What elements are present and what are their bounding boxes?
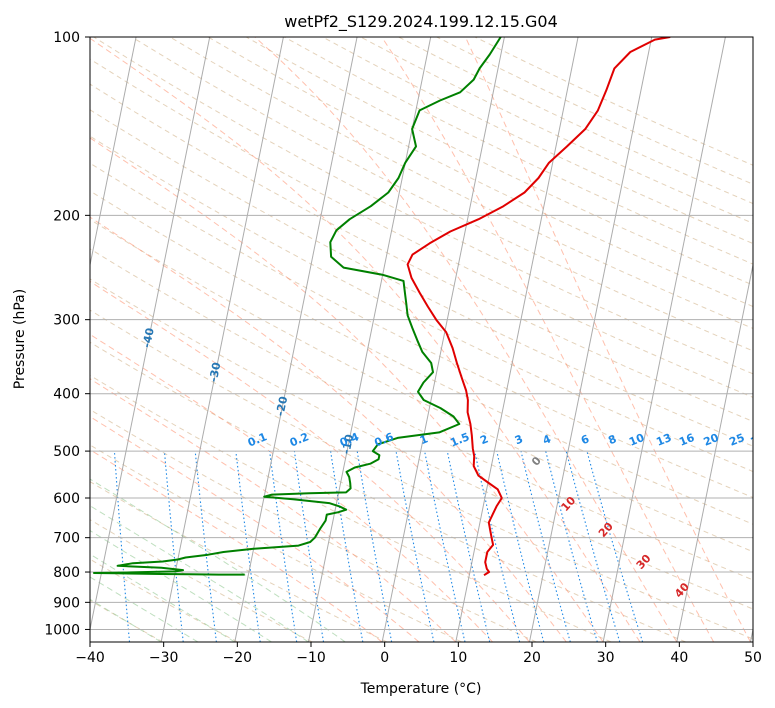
mixing-ratio-label: 10 [627, 431, 646, 449]
dry-adiabat [93, 37, 753, 375]
moist-adiabats [90, 37, 751, 642]
moist-adiabat [90, 378, 457, 642]
y-tick-label: 100 [53, 30, 80, 46]
mixing-ratio-line [474, 450, 521, 642]
chart-title: wetPf2_S129.2024.199.12.15.G04 [284, 12, 558, 32]
isotherm-line [234, 37, 358, 642]
isotherm-label: -40 [140, 326, 157, 348]
moist-adiabat [90, 216, 567, 642]
x-tick-label: −40 [75, 650, 105, 666]
y-tick-label: 600 [53, 491, 80, 507]
isotherm-line [307, 37, 432, 642]
isotherm-label: -30 [207, 361, 224, 383]
mixing-ratio-line [194, 451, 217, 642]
isotherm-line [676, 262, 753, 642]
x-tick-label: 30 [597, 650, 615, 666]
isotherm-label: -20 [274, 395, 291, 417]
isobar-gridlines [90, 37, 753, 630]
mixing-ratio-line [424, 450, 466, 642]
mixing-ratio-line [395, 450, 435, 642]
plot-area: -100-90-80-70-60-50-40-30-20-100.10.20.4… [90, 37, 768, 642]
mixing-ratio-line [496, 450, 545, 642]
isotherm-label: -10 [340, 433, 357, 455]
moist-adiabat [254, 37, 678, 642]
dry-adiabat [90, 135, 753, 473]
x-tick-label: 10 [449, 650, 467, 666]
y-tick-label: 200 [53, 208, 80, 224]
isotherm-line [528, 37, 653, 642]
mixing-ratio-label: 13 [654, 431, 673, 449]
y-tick-label: 500 [53, 444, 80, 460]
moist-adiabat [90, 478, 346, 642]
dry-adiabat [207, 37, 753, 308]
plot-frame [89, 36, 754, 643]
dry-adiabat [90, 83, 753, 423]
mixing-ratio-label: 8 [606, 432, 618, 447]
x-tick-label: −30 [149, 650, 179, 666]
dewpoint-profile-line [93, 37, 502, 576]
moist-adiabat [90, 280, 530, 642]
dry-adiabat [90, 481, 388, 642]
y-tick-label: 700 [53, 531, 80, 547]
mixing-ratio-line [586, 450, 644, 642]
isotherm-line [160, 37, 284, 642]
y-tick-label: 900 [53, 595, 80, 611]
mixing-ratio-line [163, 451, 184, 642]
y-tick-label: 800 [53, 565, 80, 581]
mixing-ratio-label: 30 [749, 431, 768, 449]
mixing-ratio-label: 25 [727, 431, 746, 449]
isotherm-line [90, 37, 211, 632]
x-tick-label: 50 [744, 650, 762, 666]
dry-adiabat [90, 408, 537, 642]
mixing-ratio-line [235, 451, 261, 642]
dry-adiabat [131, 37, 753, 352]
dry-adiabat [90, 374, 612, 642]
mixing-ratio-label: 1 [418, 432, 430, 447]
isotherm-line [455, 37, 579, 642]
dry-adiabat [90, 190, 753, 525]
isotherm-line [90, 37, 137, 268]
mixing-ratio-label: 20 [702, 431, 721, 449]
isotherm-line [381, 37, 505, 642]
dry-adiabat [90, 444, 462, 642]
isotherms [90, 37, 753, 642]
dry-adiabat [90, 248, 753, 581]
mixing-ratio-label: 2 [478, 432, 490, 447]
mixing-ratio-label: 16 [677, 431, 696, 449]
profile-lines [93, 37, 671, 577]
mixing-ratio-line [520, 450, 571, 642]
moist-adiabat [464, 37, 751, 642]
y-tick-label: 300 [53, 313, 80, 329]
x-tick-label: 40 [670, 650, 688, 666]
mixing-ratio-line [545, 450, 598, 642]
x-tick-label: −20 [223, 650, 253, 666]
moist-adiabat [90, 598, 162, 642]
dry-adiabat [90, 278, 753, 610]
y-tick-label: 400 [53, 387, 80, 403]
moist-adiabat [90, 553, 236, 642]
isotherm-line [602, 37, 726, 642]
x-tick-label: −10 [296, 650, 326, 666]
moist-adiabat [90, 37, 641, 642]
dry-adiabat [90, 519, 313, 642]
x-tick-label: 20 [523, 650, 541, 666]
y-tick-label: 1000 [44, 622, 80, 638]
x-axis-label: Temperature (°C) [360, 681, 482, 697]
moist-adiabat [381, 37, 715, 642]
mixing-ratio-line [565, 450, 621, 642]
moist-adiabat [90, 576, 199, 642]
x-tick-label: 0 [380, 650, 389, 666]
y-axis-label: Pressure (hPa) [12, 289, 28, 389]
dry-adiabat [90, 162, 753, 499]
temperature-profile-line [406, 37, 671, 577]
axes: −40 −30 −20 −10 0 10 20 30 40 50 100 200 300 400 500 60… [44, 30, 762, 666]
mixing-ratio-label: 3 [513, 432, 525, 447]
moist-adiabat [90, 137, 604, 642]
moist-adiabat [90, 333, 493, 642]
moist-adiabat [90, 449, 383, 642]
